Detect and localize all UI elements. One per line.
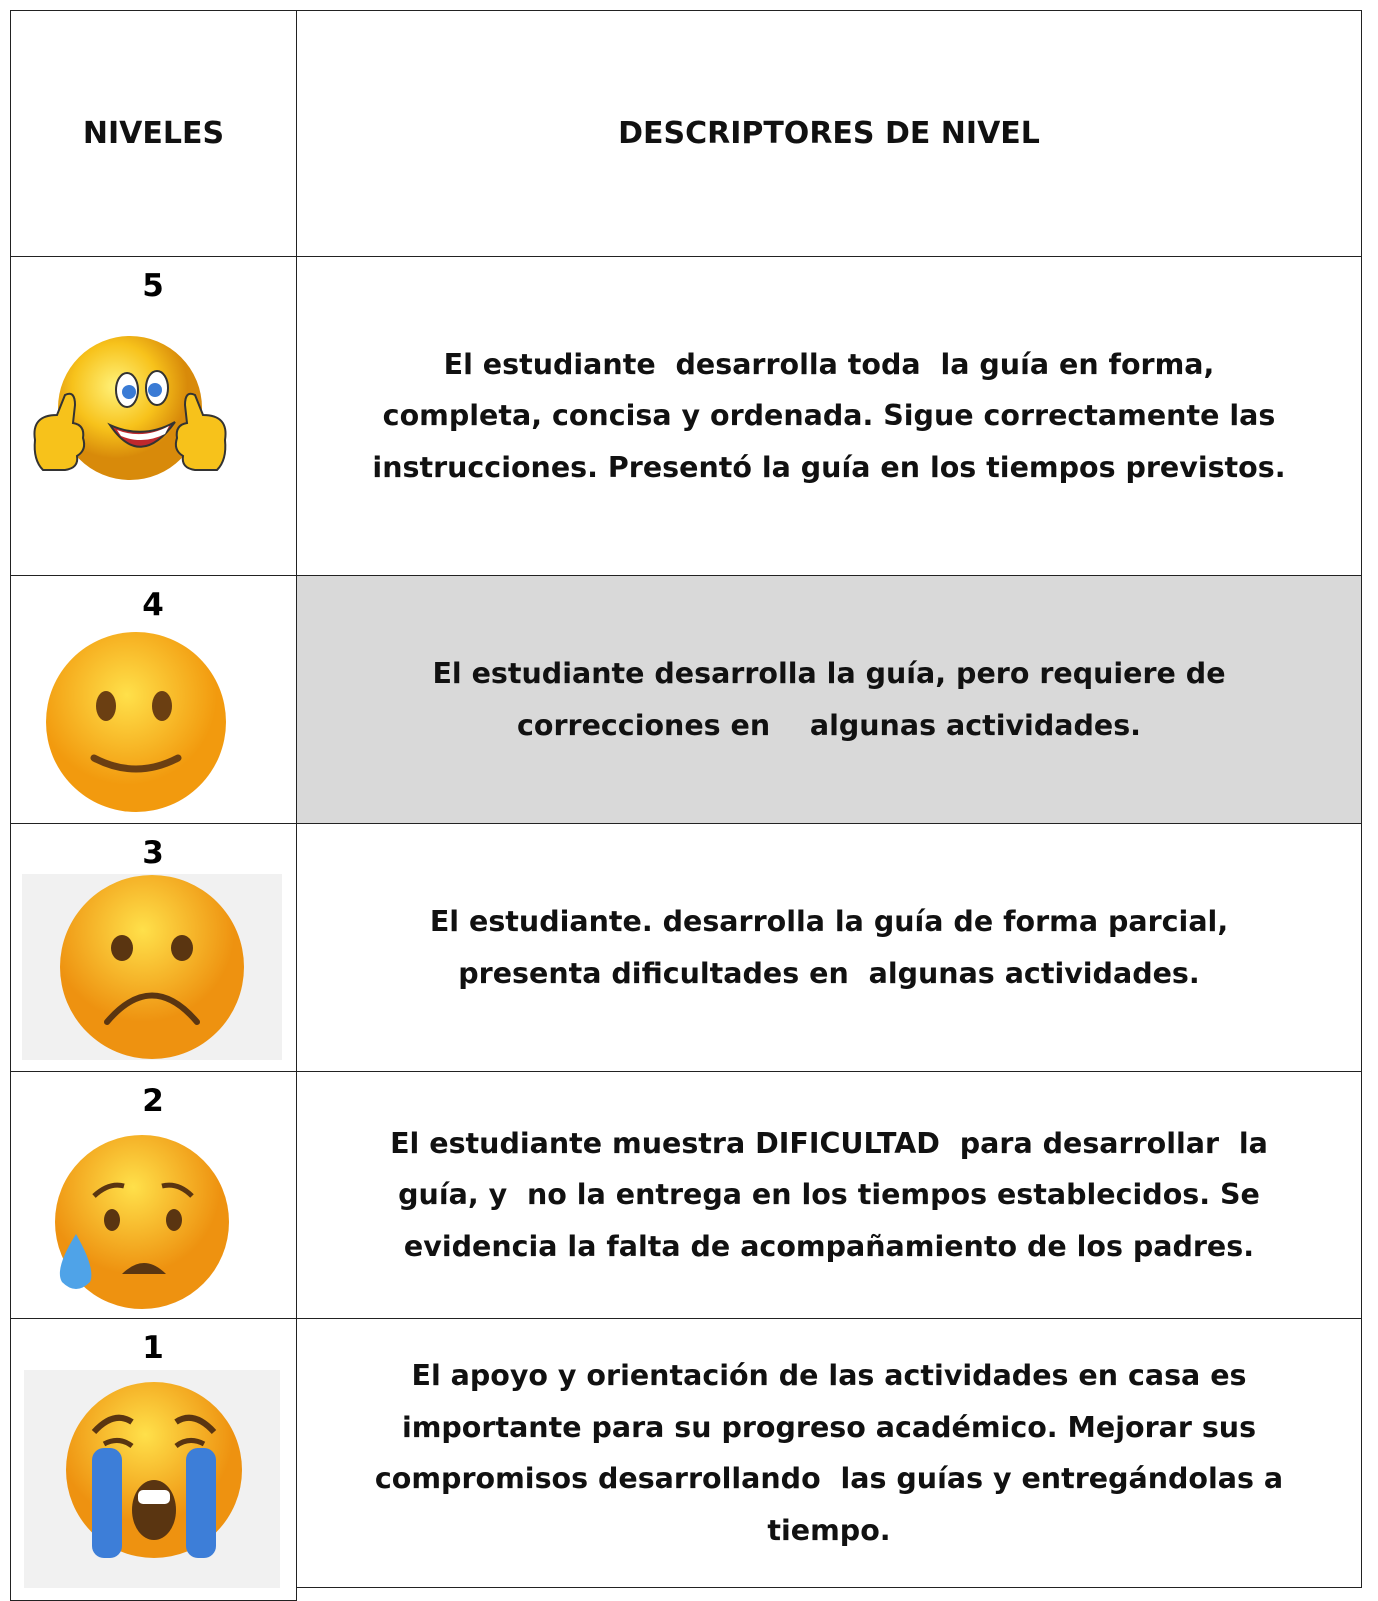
level-number: 1 (142, 1330, 164, 1366)
level-number: 4 (142, 587, 164, 623)
descriptor-cell: El estudiante. desarrolla la guía de for… (296, 823, 1362, 1072)
descriptor-line: completa, concisa y ordenada. Sigue corr… (382, 399, 1276, 433)
descriptor-line: guía, y no la entrega en los tiempos est… (398, 1178, 1260, 1212)
header-levels: NIVELES (10, 10, 297, 257)
descriptor-line: El apoyo y orientación de las actividade… (411, 1359, 1247, 1392)
descriptor-line: instrucciones. Presentó la guía en los t… (372, 450, 1286, 484)
emoji-frown (22, 874, 282, 1060)
descriptor-cell: El estudiante desarrolla la guía, pero r… (296, 575, 1362, 824)
descriptor-cell: El apoyo y orientación de las actividade… (296, 1318, 1362, 1588)
descriptor-cell: El estudiante desarrolla toda la guía en… (296, 256, 1362, 576)
emoji-smile (46, 632, 226, 812)
descriptor-line: compromisos desarrollando las guías y en… (374, 1462, 1284, 1495)
header-descriptors: DESCRIPTORES DE NIVEL (296, 10, 1362, 257)
level-number: 2 (142, 1083, 164, 1119)
descriptor-line: tiempo. (767, 1513, 891, 1547)
descriptor-line: evidencia la falta de acompañamiento de … (403, 1229, 1255, 1263)
descriptor-line: presenta dificultades en algunas activid… (458, 956, 1200, 990)
level-number: 5 (142, 268, 164, 304)
emoji-thumbs (33, 336, 227, 480)
emoji-sad-tear (55, 1135, 229, 1309)
descriptor-line: El estudiante muestra DIFICULTAD para de… (390, 1126, 1268, 1160)
descriptor-line: correcciones en algunas actividades. (517, 708, 1141, 742)
descriptor-line: El estudiante. desarrolla la guía de for… (429, 905, 1229, 938)
level-number: 3 (142, 835, 164, 871)
descriptor-line: El estudiante desarrolla la guía, pero r… (432, 657, 1226, 690)
emoji-crying (24, 1370, 280, 1588)
descriptor-line: El estudiante desarrolla toda la guía en… (443, 347, 1215, 381)
descriptor-cell: El estudiante muestra DIFICULTAD para de… (296, 1071, 1362, 1319)
descriptor-line: importante para su progreso académico. M… (401, 1410, 1257, 1444)
